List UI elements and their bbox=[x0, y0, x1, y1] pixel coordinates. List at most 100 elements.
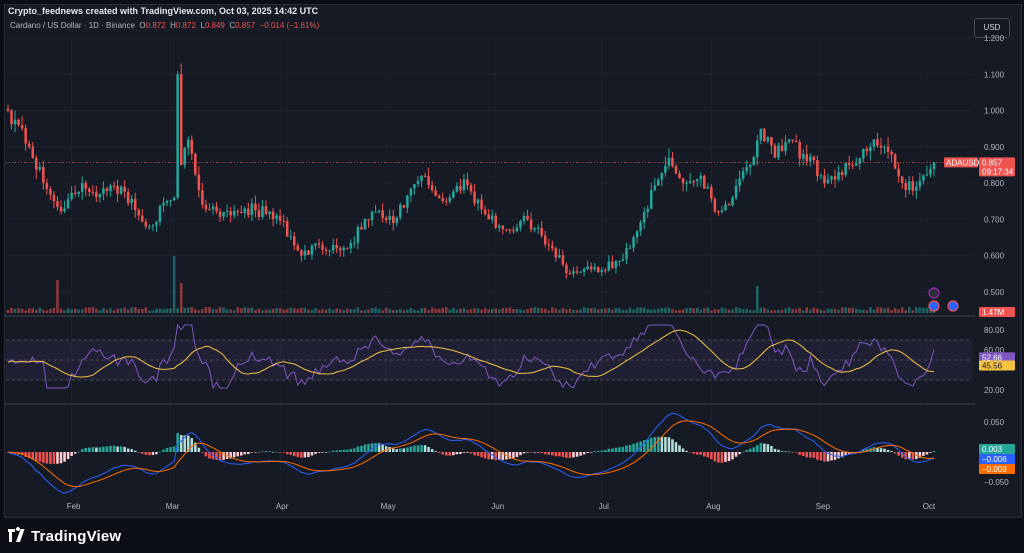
volume-bar bbox=[568, 308, 572, 313]
candle-body bbox=[897, 168, 900, 177]
candle-body bbox=[621, 259, 625, 261]
volume-bar bbox=[423, 307, 427, 313]
macd-histogram-bar bbox=[66, 452, 70, 460]
macd-histogram-bar bbox=[596, 450, 600, 452]
volume-bar bbox=[109, 308, 112, 313]
candle-body bbox=[462, 179, 466, 191]
macd-histogram-bar bbox=[837, 452, 840, 459]
macd-histogram-bar bbox=[38, 452, 42, 462]
macd-histogram-bar bbox=[706, 452, 710, 458]
macd-histogram-bar bbox=[777, 449, 780, 452]
macd-histogram-bar bbox=[494, 452, 498, 461]
volume-bar bbox=[713, 309, 717, 313]
macd-histogram-bar bbox=[239, 452, 243, 456]
candle-body bbox=[338, 248, 342, 251]
candle-body bbox=[172, 197, 176, 201]
volume-bar bbox=[674, 310, 678, 313]
price-tick-label: 1.200 bbox=[984, 34, 1005, 43]
volume-bar bbox=[759, 307, 763, 313]
candle-body bbox=[296, 245, 300, 251]
volume-bar bbox=[70, 309, 73, 313]
candle-body bbox=[367, 219, 370, 221]
candle-body bbox=[720, 210, 724, 213]
macd-histogram-bar bbox=[614, 447, 618, 452]
brand-name: TradingView bbox=[31, 527, 122, 545]
candle-body bbox=[561, 255, 565, 265]
volume-bar bbox=[388, 309, 391, 313]
macd-histogram-bar bbox=[823, 452, 826, 462]
macd-histogram-bar bbox=[243, 452, 247, 455]
macd-histogram-bar bbox=[356, 446, 360, 452]
macd-histogram-bar bbox=[865, 448, 869, 452]
macd-histogram-bar bbox=[59, 452, 63, 464]
candle-body bbox=[360, 226, 363, 230]
volume-bar bbox=[116, 308, 119, 313]
macd-histogram-bar bbox=[713, 452, 717, 462]
macd-histogram-bar bbox=[812, 452, 816, 459]
volume-bar bbox=[614, 307, 618, 313]
volume-bar bbox=[63, 310, 66, 313]
candle-body bbox=[137, 209, 141, 216]
macd-histogram-bar bbox=[353, 448, 356, 452]
tradingview-brand[interactable]: TradingView bbox=[8, 525, 121, 547]
candle-body bbox=[59, 206, 63, 212]
volume-label: 1.47M bbox=[982, 308, 1005, 317]
macd-histogram-bar bbox=[787, 451, 791, 453]
macd-histogram-bar bbox=[922, 452, 925, 456]
volume-bar bbox=[681, 309, 685, 313]
candle-body bbox=[734, 185, 738, 198]
macd-hist-tag bbox=[979, 444, 1015, 454]
candle-body bbox=[731, 197, 734, 206]
macd-histogram-bar bbox=[890, 451, 893, 452]
price-tick-label: 1.100 bbox=[984, 70, 1005, 79]
candle-body bbox=[6, 108, 10, 111]
macd-histogram-bar bbox=[109, 445, 112, 452]
volume-bar bbox=[239, 308, 243, 313]
volume-bar bbox=[314, 308, 317, 313]
candle-body bbox=[752, 157, 756, 165]
candle-body bbox=[236, 210, 240, 212]
volume-bar bbox=[112, 310, 116, 313]
macd-histogram-bar bbox=[155, 452, 158, 455]
volume-bar bbox=[194, 309, 197, 313]
candle-body bbox=[727, 204, 731, 206]
macd-histogram-bar bbox=[278, 452, 282, 453]
macd-histogram-bar bbox=[766, 444, 770, 452]
volume-bar bbox=[579, 309, 582, 313]
macd-histogram-bar bbox=[529, 452, 533, 453]
volume-bar bbox=[763, 307, 766, 313]
price-tick-label: 1.000 bbox=[984, 107, 1005, 116]
candle-body bbox=[328, 250, 331, 252]
candle-body bbox=[165, 200, 169, 203]
symbol-legend[interactable]: Cardano / US Dollar · 1D · Binance O0.87… bbox=[10, 21, 319, 30]
macd-histogram-bar bbox=[402, 448, 406, 452]
macd-histogram-bar bbox=[430, 448, 434, 452]
price-labels: ADAUSD 0.85709:17:341.47M52.6645.560.003−… bbox=[928, 157, 1015, 474]
volume-tag bbox=[979, 307, 1015, 317]
volume-bar bbox=[720, 307, 724, 313]
volume-bar bbox=[490, 308, 494, 313]
candle-body bbox=[702, 175, 706, 189]
candle-body bbox=[710, 187, 713, 199]
candle-body bbox=[632, 237, 635, 248]
macd-histogram-bar bbox=[589, 452, 593, 453]
volume-bar bbox=[883, 308, 886, 313]
volume-bar bbox=[551, 307, 554, 313]
candle-body bbox=[777, 145, 780, 158]
candle-body bbox=[536, 227, 540, 229]
macd-histogram-bar bbox=[388, 446, 391, 452]
candle-body bbox=[158, 205, 162, 222]
volume-bar bbox=[413, 309, 416, 313]
candle-body bbox=[589, 266, 593, 270]
macd-histogram-bar bbox=[268, 451, 271, 452]
macd-histogram-bar bbox=[24, 452, 27, 457]
macd-histogram-bar bbox=[907, 452, 911, 460]
candle-body bbox=[473, 191, 476, 204]
macd-tick-label: 0.050 bbox=[984, 418, 1005, 427]
volume-bar bbox=[816, 308, 819, 313]
macd-histogram-bar bbox=[204, 452, 208, 457]
currency-button[interactable]: USD bbox=[974, 18, 1010, 38]
volume-bar bbox=[254, 310, 257, 313]
volume-bar bbox=[360, 310, 363, 313]
